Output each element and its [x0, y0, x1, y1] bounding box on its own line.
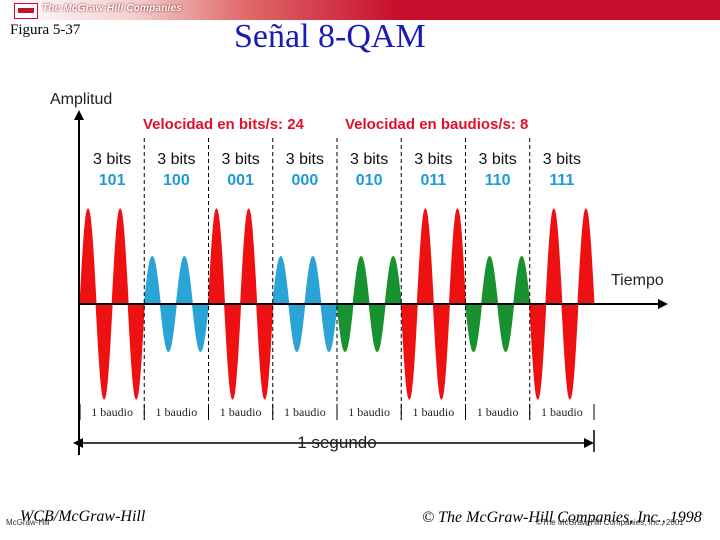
baud-label: 1 baudio — [156, 405, 198, 419]
duration-label: 1 segundo — [297, 433, 376, 452]
bit-labels: 3 bits 101 3 bits 100 3 bits 001 3 bits 000 3 bi… — [93, 151, 581, 189]
baud-label: 1 baudio — [477, 405, 519, 419]
mcgraw-hill-logo-icon — [14, 3, 38, 19]
footer-left: WCB/McGraw-Hill — [20, 508, 146, 525]
footer-right: © The McGraw-Hill Companies, Inc., 1998 — [422, 509, 702, 526]
baud-label: 1 baudio — [220, 405, 262, 419]
bits-label: 3 bits — [222, 151, 260, 168]
baud-label: 1 baudio — [348, 405, 390, 419]
bit-code: 100 — [163, 172, 190, 189]
bits-label: 3 bits — [543, 151, 581, 168]
bit-code: 001 — [227, 172, 254, 189]
bit-code: 110 — [485, 172, 511, 189]
bit-code: 011 — [420, 172, 446, 189]
baud-label: 1 baudio — [541, 405, 583, 419]
header-bar: The McGraw·Hill Companies — [0, 0, 720, 20]
baud-label: 1 baudio — [413, 405, 455, 419]
bit-code: 111 — [549, 172, 574, 189]
footer-right-small: ©The McGraw-Hill Companies, Inc., 2001 — [536, 518, 684, 527]
bits-label: 3 bits — [414, 151, 452, 168]
bit-code: 101 — [99, 172, 126, 189]
figure-label: Figura 5-37 — [10, 22, 81, 38]
footer-left-small: McGraw-Hill — [6, 518, 50, 527]
baud-label: 1 baudio — [284, 405, 326, 419]
bits-label: 3 bits — [286, 151, 324, 168]
baud-dividers — [143, 138, 531, 420]
y-axis-label: Amplitud — [50, 91, 112, 108]
page-title: Señal 8-QAM — [234, 18, 426, 55]
x-axis-label: Tiempo — [611, 272, 664, 289]
bits-label: 3 bits — [157, 151, 195, 168]
brand-text: The McGraw·Hill Companies — [42, 3, 183, 14]
bit-code: 010 — [356, 172, 383, 189]
bits-label: 3 bits — [93, 151, 131, 168]
bit-code: 000 — [292, 172, 319, 189]
baud-label: 1 baudio — [91, 405, 133, 419]
baud-labels: 1 baudio 1 baudio 1 baudio 1 baudio 1 baudio… — [79, 404, 595, 420]
bit-rate-label: Velocidad en bits/s: 24 — [143, 116, 305, 133]
bits-label: 3 bits — [479, 151, 517, 168]
baud-rate-label: Velocidad en baudios/s: 8 — [345, 116, 528, 133]
bits-label: 3 bits — [350, 151, 388, 168]
